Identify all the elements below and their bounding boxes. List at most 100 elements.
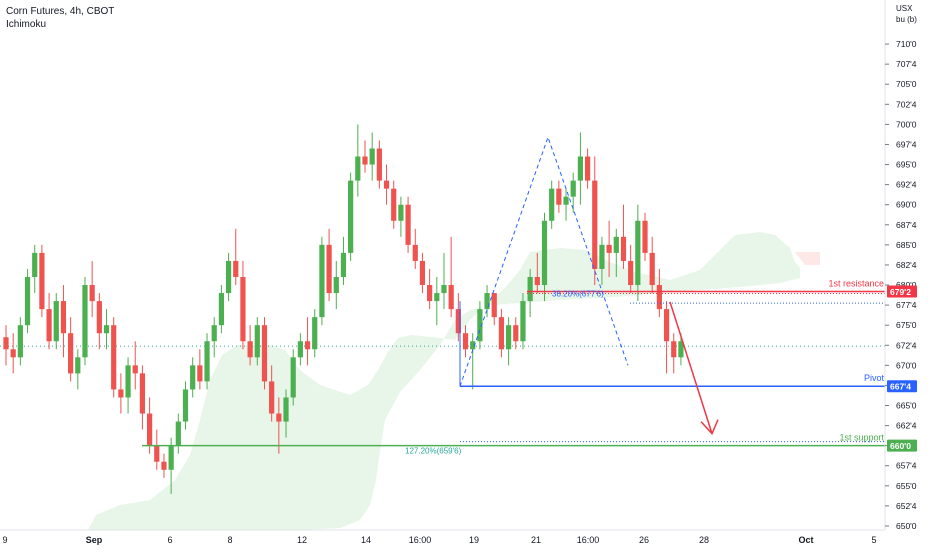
- candle-body: [484, 293, 490, 310]
- candle-body: [405, 204, 411, 245]
- candle-body: [584, 156, 591, 181]
- candle-body: [269, 381, 275, 414]
- price-tick-label: 697'4: [896, 139, 917, 149]
- candle-body: [620, 236, 627, 261]
- resistance-price-tag: 679'2: [890, 287, 911, 297]
- time-tick-label: 9: [2, 535, 7, 545]
- support-price-tag-bg: [887, 439, 917, 452]
- candle-body: [577, 156, 583, 181]
- time-tick-label: 5: [871, 535, 876, 545]
- candle-body: [32, 252, 38, 277]
- price-tick-label: 680'0: [896, 280, 917, 290]
- candle-body: [312, 317, 318, 350]
- candle-body: [470, 341, 476, 350]
- price-tick-label: 655'0: [896, 481, 917, 491]
- candle-body: [563, 196, 569, 205]
- candle-body: [254, 325, 260, 358]
- ichimoku-cloud: [88, 232, 800, 530]
- time-tick-label: 21: [531, 535, 541, 545]
- candle-body: [283, 397, 289, 422]
- candle-body: [304, 341, 311, 350]
- candle-body: [455, 309, 461, 334]
- price-tick-label: 677'4: [896, 300, 917, 310]
- time-tick-label: Oct: [798, 535, 813, 545]
- symbol-title[interactable]: Corn Futures, 4h, CBOT: [6, 6, 115, 17]
- price-tick-label: 682'4: [896, 260, 917, 270]
- candle-body: [355, 156, 361, 181]
- candle-body: [527, 276, 533, 302]
- candle-body: [168, 445, 174, 470]
- candle-body: [462, 333, 469, 350]
- candle-body: [139, 373, 146, 414]
- candle-body: [513, 325, 519, 342]
- candle-body: [53, 301, 59, 342]
- candle-body: [383, 180, 390, 189]
- candle-body: [570, 180, 576, 197]
- candle-body: [276, 413, 282, 422]
- candle-body: [671, 341, 677, 358]
- ichimoku-cloud-bearish: [795, 252, 820, 265]
- candle-body: [17, 325, 23, 358]
- candle-body: [3, 337, 9, 350]
- price-tick-label: 652'4: [896, 501, 917, 511]
- fib-label-127: 127.20%(659'6): [405, 447, 462, 456]
- candle-body: [10, 349, 16, 358]
- candle-body: [39, 252, 45, 310]
- price-tick-label: 665'0: [896, 401, 917, 411]
- candle-body: [592, 180, 598, 269]
- candle-body: [154, 445, 160, 462]
- resistance-price-tag-bg: [887, 285, 917, 298]
- candle-body: [656, 285, 662, 310]
- support-price-tag: 660'0: [890, 441, 911, 451]
- candle-body: [534, 276, 540, 286]
- price-tick-label: 707'4: [896, 59, 917, 69]
- indicator-label[interactable]: Ichimoku: [6, 19, 47, 30]
- candle-body: [147, 413, 153, 446]
- candle-body: [498, 317, 505, 350]
- candle-body: [549, 188, 555, 221]
- candle-body: [642, 220, 648, 253]
- price-tick-label: 695'0: [896, 160, 917, 170]
- price-tick-label: 657'4: [896, 461, 917, 471]
- candle-body: [348, 180, 354, 253]
- candle-body: [190, 365, 196, 390]
- candle-body: [326, 244, 332, 294]
- candle-body: [427, 285, 433, 302]
- price-tick-label: 670'0: [896, 360, 917, 370]
- candle-body: [599, 244, 605, 269]
- candle-body: [678, 341, 684, 358]
- candle-body: [211, 325, 217, 342]
- pivot-price-tag-bg: [887, 380, 917, 393]
- candle-body: [369, 148, 375, 165]
- price-tick-label: 662'4: [896, 421, 917, 431]
- candle-body: [319, 244, 325, 318]
- candle-body: [111, 325, 117, 390]
- projection-arrow-shaft: [669, 301, 713, 434]
- time-tick-label: 28: [699, 535, 709, 545]
- time-tick-label: 8: [227, 535, 232, 545]
- candle-body: [663, 309, 670, 342]
- price-tick-label: 692'4: [896, 180, 917, 190]
- candle-body: [46, 309, 52, 342]
- candle-body: [75, 357, 81, 374]
- candle-body: [391, 188, 397, 221]
- price-tick-label: 675'0: [896, 320, 917, 330]
- candle-body: [635, 220, 641, 286]
- price-tick-label: 700'0: [896, 119, 917, 129]
- price-tick-label: 690'0: [896, 200, 917, 210]
- time-tick-label: 14: [361, 535, 371, 545]
- candle-body: [68, 333, 74, 374]
- pivot-price-tag: 667'4: [890, 382, 911, 392]
- time-tick-label: 12: [297, 535, 307, 545]
- price-tick-label: 710'0: [896, 39, 917, 49]
- candle-body: [477, 309, 483, 342]
- candle-body: [448, 285, 454, 310]
- candle-body: [398, 204, 404, 221]
- candle-body: [182, 389, 189, 422]
- candle-body: [197, 365, 203, 382]
- time-tick-label: 6: [167, 535, 172, 545]
- support-label: 1st support: [839, 433, 884, 443]
- candle-body: [204, 341, 210, 382]
